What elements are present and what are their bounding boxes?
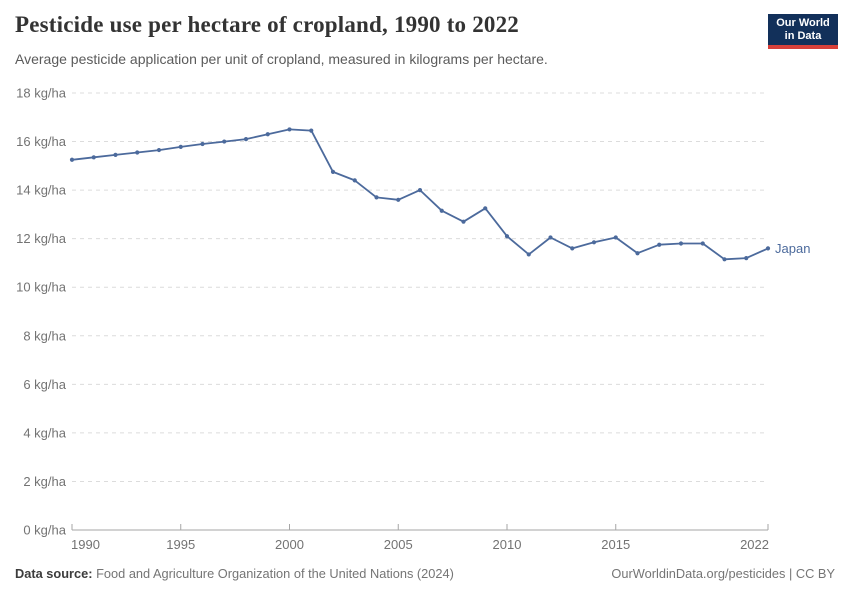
data-source-text: Food and Agriculture Organization of the… (96, 566, 454, 581)
y-axis-label: 0 kg/ha (23, 523, 66, 538)
data-point[interactable] (570, 246, 575, 251)
data-point[interactable] (178, 144, 183, 149)
y-axis-label: 10 kg/ha (16, 280, 67, 295)
data-point[interactable] (135, 150, 140, 155)
data-point[interactable] (222, 139, 227, 144)
x-axis-label: 2022 (740, 537, 769, 552)
chart-subtitle: Average pesticide application per unit o… (15, 51, 548, 67)
x-axis-label: 1995 (166, 537, 195, 552)
data-source: Data source: Food and Agriculture Organi… (15, 566, 454, 581)
data-point[interactable] (526, 252, 531, 257)
series-label-japan[interactable]: Japan (775, 241, 810, 256)
data-point[interactable] (330, 169, 336, 175)
x-axis-label: 2010 (493, 537, 522, 552)
page-title: Pesticide use per hectare of cropland, 1… (15, 12, 520, 37)
y-axis-label: 14 kg/ha (16, 183, 67, 198)
data-point[interactable] (635, 251, 640, 256)
data-source-label: Data source: (15, 566, 93, 581)
data-point[interactable] (461, 219, 466, 224)
x-axis-label: 2015 (601, 537, 630, 552)
data-point[interactable] (504, 234, 510, 239)
data-point[interactable] (265, 132, 270, 137)
data-point[interactable] (439, 208, 444, 213)
data-point[interactable] (591, 240, 597, 245)
data-point[interactable] (744, 255, 749, 261)
data-point[interactable] (765, 246, 771, 251)
data-point[interactable] (156, 147, 162, 153)
owid-logo[interactable]: Our World in Data (768, 14, 838, 49)
data-point[interactable] (243, 137, 249, 142)
y-axis-label: 8 kg/ha (23, 328, 66, 343)
data-point[interactable] (613, 235, 618, 240)
y-axis-label: 12 kg/ha (16, 231, 67, 246)
data-point[interactable] (113, 152, 118, 158)
y-axis-label: 18 kg/ha (16, 86, 67, 101)
x-axis-label: 2005 (384, 537, 413, 552)
y-axis-label: 16 kg/ha (16, 134, 67, 149)
series-line-japan[interactable] (71, 128, 769, 261)
data-point[interactable] (417, 188, 423, 193)
chart-footer: Data source: Food and Agriculture Organi… (0, 566, 850, 581)
y-axis-label: 2 kg/ha (23, 474, 66, 489)
credit-link[interactable]: OurWorldinData.org/pesticides | CC BY (611, 566, 835, 581)
x-axis-label: 1990 (71, 537, 100, 552)
data-point[interactable] (483, 206, 488, 211)
data-point[interactable] (287, 127, 292, 132)
y-axis-label: 6 kg/ha (23, 377, 66, 392)
data-point[interactable] (69, 157, 75, 162)
x-axis-label: 2000 (275, 537, 304, 552)
data-point[interactable] (352, 178, 357, 183)
data-point[interactable] (700, 241, 705, 246)
data-point[interactable] (722, 257, 727, 262)
owid-logo-line1: Our World (776, 16, 830, 29)
data-point[interactable] (548, 235, 553, 240)
data-point[interactable] (657, 242, 662, 247)
data-point[interactable] (200, 141, 205, 147)
data-point[interactable] (91, 155, 96, 160)
data-point[interactable] (374, 195, 379, 200)
data-point[interactable] (396, 197, 401, 202)
data-point[interactable] (309, 128, 314, 133)
y-axis-label: 4 kg/ha (23, 425, 66, 440)
data-point[interactable] (678, 241, 684, 246)
owid-logo-line2: in Data (784, 29, 822, 42)
